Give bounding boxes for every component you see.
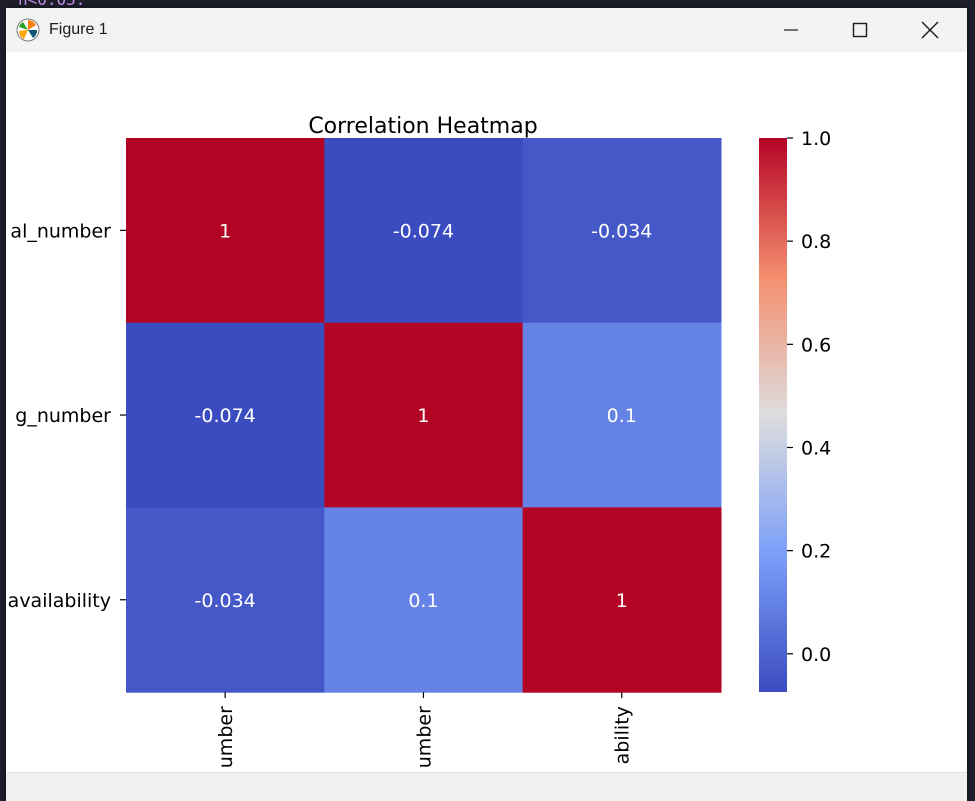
row-label-1: g_number bbox=[15, 405, 111, 427]
column-labels: umber umber ability bbox=[215, 692, 634, 768]
matplotlib-logo-icon bbox=[16, 18, 40, 42]
figure-canvas[interactable]: Correlation Heatmap 1 -0.074 -0.034 -0.074 1… bbox=[6, 52, 967, 772]
colorbar bbox=[759, 138, 787, 692]
minimize-icon bbox=[784, 29, 798, 31]
close-icon bbox=[921, 21, 939, 39]
heatmap-cell-r0-c0 bbox=[126, 138, 325, 324]
cell-value-label-r2-c2: 1 bbox=[616, 590, 628, 612]
row-label-2: availability bbox=[8, 590, 111, 612]
figure-window: Figure 1 Correlation Heatmap 1 -0.074 -0.0… bbox=[6, 8, 967, 801]
cell-value-label-r1-c1: 1 bbox=[417, 405, 429, 427]
cell-value-label-r0-c2: -0.034 bbox=[591, 220, 652, 242]
colorbar-tick-label-2: 0.4 bbox=[801, 437, 831, 459]
row-label-0: al_number bbox=[10, 220, 111, 242]
heatmap-cell-r0-c1 bbox=[324, 138, 524, 324]
window-title: Figure 1 bbox=[49, 21, 108, 38]
cell-value-label-r2-c0: -0.034 bbox=[195, 590, 256, 612]
column-label-0: umber bbox=[215, 706, 237, 768]
column-label-2: ability bbox=[612, 706, 634, 764]
heatmap-cell-r2-c1 bbox=[324, 507, 524, 693]
cell-value-label-r0-c0: 1 bbox=[219, 220, 231, 242]
cell-value-label-r1-c2: 0.1 bbox=[607, 405, 637, 427]
heatmap-cells: 1 -0.074 -0.034 -0.074 1 0.1 -0.034 0.1 1 bbox=[126, 138, 722, 693]
column-label-1: umber bbox=[413, 706, 435, 768]
title-bar[interactable]: Figure 1 bbox=[6, 8, 967, 52]
figure-toolbar[interactable] bbox=[6, 772, 967, 801]
cell-value-label-r0-c1: -0.074 bbox=[393, 220, 454, 242]
heatmap-cell-r2-c2 bbox=[522, 507, 722, 693]
maximize-icon bbox=[852, 22, 868, 38]
heatmap-cell-r2-c0 bbox=[126, 507, 325, 693]
heatmap-cell-r1-c1 bbox=[324, 322, 524, 508]
colorbar-tick-label-0: 0.0 bbox=[801, 644, 831, 666]
background-code-fragment: n<0.05: bbox=[18, 0, 85, 9]
heatmap-cell-r0-c2 bbox=[522, 138, 722, 324]
close-button[interactable] bbox=[895, 8, 965, 52]
row-labels: al_number g_number availability bbox=[8, 220, 126, 612]
cell-value-label-r2-c1: 0.1 bbox=[408, 590, 438, 612]
maximize-button[interactable] bbox=[825, 8, 895, 52]
heatmap-cell-r1-c2 bbox=[522, 322, 722, 508]
colorbar-tick-label-1: 0.2 bbox=[801, 541, 831, 563]
chart-title: Correlation Heatmap bbox=[308, 114, 537, 139]
heatmap-chart: Correlation Heatmap 1 -0.074 -0.034-0.074 1… bbox=[8, 114, 832, 768]
cell-value-label-r1-c0: -0.074 bbox=[195, 405, 256, 427]
colorbar-ticks: 0.0 0.2 0.4 0.6 0.8 1.0 bbox=[787, 128, 831, 666]
colorbar-tick-label-4: 0.8 bbox=[801, 231, 831, 253]
colorbar-tick-label-5: 1.0 bbox=[801, 128, 831, 150]
colorbar-tick-label-3: 0.6 bbox=[801, 334, 831, 356]
minimize-button[interactable] bbox=[756, 8, 826, 52]
heatmap-cell-r1-c0 bbox=[126, 322, 325, 508]
